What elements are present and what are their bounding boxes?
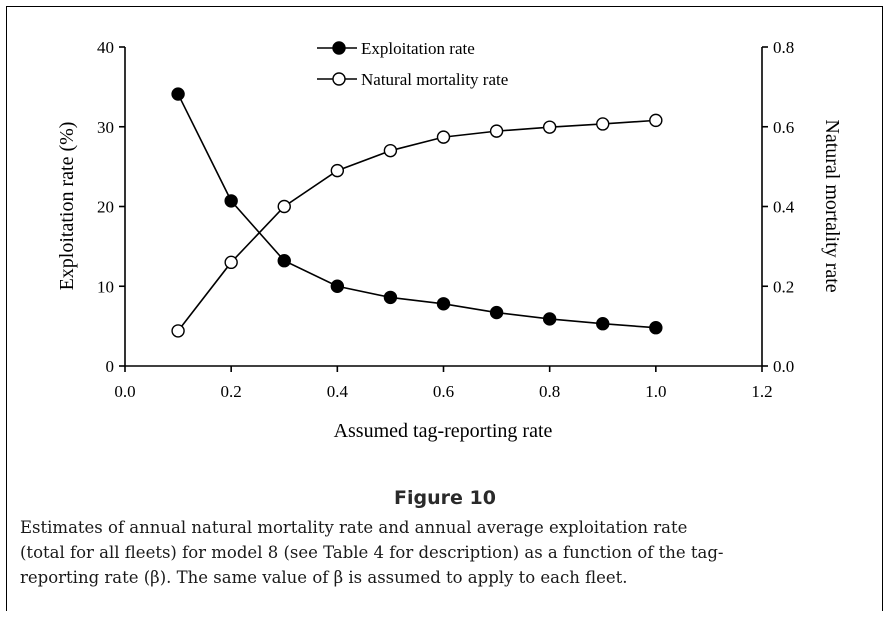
open-circle-marker [383,143,398,158]
axes [119,46,768,372]
y-left-tick-label: 10 [97,277,114,296]
legend-open-circle-marker [332,72,346,86]
open-circle-marker [277,199,291,214]
legend-label-0: Exploitation rate [361,39,475,58]
y-left-tick-label: 20 [97,198,114,217]
legend-label-1: Natural mortality rate [361,70,508,89]
y-right-tick-label: 0.8 [773,38,794,57]
filled-circle-marker [649,321,663,335]
open-circle-marker [436,130,451,144]
open-circle-marker [649,113,663,128]
y-left-tick-label: 30 [97,118,114,137]
dual-axis-line-chart: 0.0 0.2 0.4 0.6 0.8 1.0 1.2 0 10 20 30 40 0.0 0.2 0.4 0… [56,38,843,442]
x-tick-label: 0.0 [114,382,135,401]
legend: Exploitation rate Natural mortality rate [317,39,508,89]
x-tick-label: 1.2 [751,382,772,401]
series-line-0 [177,93,656,329]
x-axis-label: Assumed tag-reporting rate [334,420,553,442]
caption-line: (total for all fleets) for model 8 (see … [20,543,724,562]
y-right-tick-label: 0.0 [773,357,794,376]
open-circle-marker [596,117,610,131]
y-right-tick-label: 0.2 [773,277,794,296]
open-circle-marker [489,124,504,138]
filled-circle-marker [596,317,610,331]
open-circle-marker [171,324,185,338]
filled-circle-marker [330,279,345,293]
figure-frame [6,6,883,611]
tick-labels: 0.0 0.2 0.4 0.6 0.8 1.0 1.2 0 10 20 30 40 0.0 0.2 0.4 0… [97,38,795,401]
caption-line: Estimates of annual natural mortality ra… [20,518,688,537]
open-circle-marker [542,120,557,134]
open-circle-marker [330,163,345,178]
y-left-tick-label: 40 [97,38,114,57]
filled-circle-marker [171,87,185,101]
x-tick-label: 0.2 [221,382,242,401]
series-line-1 [177,119,656,332]
figure-title: Figure 10 [394,487,496,509]
filled-circle-marker [436,297,451,311]
caption-line: reporting rate (β). The same value of β … [20,568,628,587]
filled-circle-marker [277,254,291,268]
filled-circle-marker [542,312,557,326]
series-lines [177,93,656,332]
figure-caption: Estimates of annual natural mortality ra… [20,515,870,590]
series-markers [171,87,663,338]
x-tick-label: 0.8 [539,382,560,401]
x-tick-label: 1.0 [645,382,666,401]
y-right-tick-label: 0.6 [773,118,794,137]
y-axis-left-label: Exploitation rate (%) [56,122,78,291]
x-tick-label: 0.4 [327,382,349,401]
filled-circle-marker [489,305,504,320]
y-left-tick-label: 0 [106,357,115,376]
y-right-tick-label: 0.4 [773,198,795,217]
x-tick-label: 0.6 [433,382,454,401]
y-axis-right-label: Natural mortality rate [821,119,843,292]
legend-filled-circle-marker [332,41,346,55]
open-circle-marker [224,255,238,270]
filled-circle-marker [224,194,238,208]
filled-circle-marker [383,290,398,305]
